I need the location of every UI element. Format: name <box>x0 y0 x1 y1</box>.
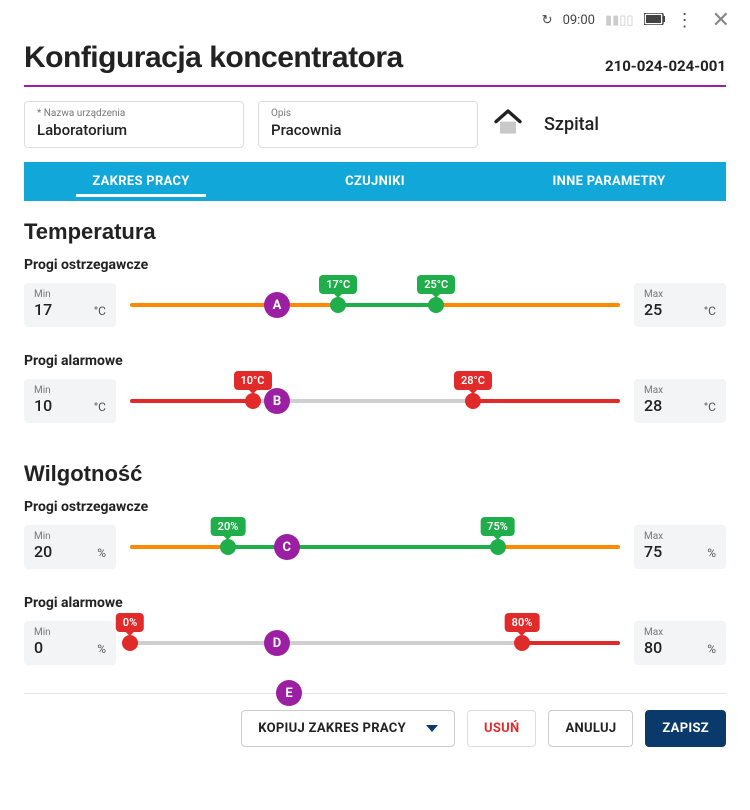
slider-badge-low: 20% <box>211 517 246 536</box>
slider-badge-high: 28°C <box>454 371 492 390</box>
clock-time: 09:00 <box>563 13 595 28</box>
device-name-label: * Nazwa urządzenia <box>37 108 231 119</box>
annotation-marker: B <box>264 388 290 414</box>
annotation-marker: A <box>264 292 290 318</box>
hum-alarm-row: Min 0% 0%80%D Max 80% <box>0 619 750 685</box>
tab-inne-parametry[interactable]: INNE PARAMETRY <box>492 162 726 201</box>
temp-warning-title: Progi ostrzegawcze <box>0 251 750 281</box>
status-bar: ↻ 09:00 ▮▮▯▯ ⋮ ✕ <box>0 0 750 37</box>
slider-badge-high: 80% <box>505 613 540 632</box>
hum-warning-title: Progi ostrzegawcze <box>0 493 750 523</box>
hum-alarm-title: Progi alarmowe <box>0 589 750 619</box>
slider-badge-high: 25°C <box>417 275 455 294</box>
footer: E KOPIUJ ZAKRES PRACY USUŃ ANULUJ ZAPISZ <box>0 710 750 767</box>
description-label: Opis <box>271 108 465 119</box>
fields-row: * Nazwa urządzenia Laboratorium Opis Pra… <box>0 101 750 162</box>
slider-handle-low[interactable] <box>122 635 138 651</box>
hum-alarm-min-box[interactable]: Min 0% <box>24 621 116 665</box>
temp-alarm-slider[interactable]: 10°C28°CB <box>130 377 620 425</box>
slider-handle-high[interactable] <box>514 635 530 651</box>
close-icon[interactable]: ✕ <box>712 8 730 33</box>
chevron-down-icon <box>426 725 438 732</box>
temp-warning-min-box[interactable]: Min 17°C <box>24 283 116 327</box>
cancel-button[interactable]: ANULUJ <box>548 710 633 747</box>
copy-range-dropdown[interactable]: KOPIUJ ZAKRES PRACY <box>241 710 455 747</box>
section-humidity-title: Wilgotność <box>0 461 750 493</box>
temp-alarm-row: Min 10°C 10°C28°CB Max 28°C <box>0 377 750 443</box>
location-label: Szpital <box>544 114 599 135</box>
hum-warning-slider[interactable]: 20%75%C <box>130 523 620 571</box>
hum-warning-min-box[interactable]: Min 20% <box>24 525 116 569</box>
page-title: Konfiguracja koncentratora <box>24 41 403 75</box>
annotation-marker: D <box>264 630 290 656</box>
slider-handle-low[interactable] <box>330 297 346 313</box>
annotation-marker: C <box>274 534 300 560</box>
tab-zakres-pracy[interactable]: ZAKRES PRACY <box>24 162 258 201</box>
delete-button[interactable]: USUŃ <box>467 710 537 747</box>
hum-alarm-slider[interactable]: 0%80%D <box>130 619 620 667</box>
description-field[interactable]: Opis Pracownia <box>258 101 478 148</box>
hum-warning-max-box[interactable]: Max 75% <box>634 525 726 569</box>
temp-alarm-max-box[interactable]: Max 28°C <box>634 379 726 423</box>
device-name-value: Laboratorium <box>37 121 231 139</box>
slider-badge-high: 75% <box>480 517 515 536</box>
temp-warning-row: Min 17°C 17°C25°CA Max 25°C <box>0 281 750 347</box>
slider-badge-low: 10°C <box>233 371 271 390</box>
temp-warning-max-box[interactable]: Max 25°C <box>634 283 726 327</box>
slider-badge-low: 0% <box>116 613 144 632</box>
slider-handle-low[interactable] <box>220 539 236 555</box>
signal-icon: ▮▮▯▯ <box>605 13 634 28</box>
save-button[interactable]: ZAPISZ <box>645 710 726 747</box>
tabs: ZAKRES PRACY CZUJNIKI INNE PARAMETRY <box>24 162 726 201</box>
device-id: 210-024-024-001 <box>605 57 726 75</box>
temp-warning-slider[interactable]: 17°C25°CA <box>130 281 620 329</box>
hum-alarm-max-box[interactable]: Max 80% <box>634 621 726 665</box>
clock-icon: ↻ <box>542 13 553 28</box>
header: Konfiguracja koncentratora 210-024-024-0… <box>0 37 750 85</box>
hum-warning-row: Min 20% 20%75%C Max 75% <box>0 523 750 589</box>
tab-czujniki[interactable]: CZUJNIKI <box>258 162 492 201</box>
menu-dots-icon[interactable]: ⋮ <box>676 10 694 31</box>
slider-handle-low[interactable] <box>245 393 261 409</box>
footer-divider <box>24 693 726 694</box>
slider-handle-high[interactable] <box>465 393 481 409</box>
description-value: Pracownia <box>271 121 465 139</box>
slider-handle-high[interactable] <box>490 539 506 555</box>
temp-alarm-title: Progi alarmowe <box>0 347 750 377</box>
battery-icon <box>644 13 666 29</box>
annotation-marker-e: E <box>276 680 302 706</box>
slider-handle-high[interactable] <box>428 297 444 313</box>
temp-alarm-min-box[interactable]: Min 10°C <box>24 379 116 423</box>
section-temperature-title: Temperatura <box>0 219 750 251</box>
home-icon <box>492 107 524 143</box>
device-name-field[interactable]: * Nazwa urządzenia Laboratorium <box>24 101 244 148</box>
header-divider <box>24 85 726 87</box>
slider-badge-low: 17°C <box>319 275 357 294</box>
